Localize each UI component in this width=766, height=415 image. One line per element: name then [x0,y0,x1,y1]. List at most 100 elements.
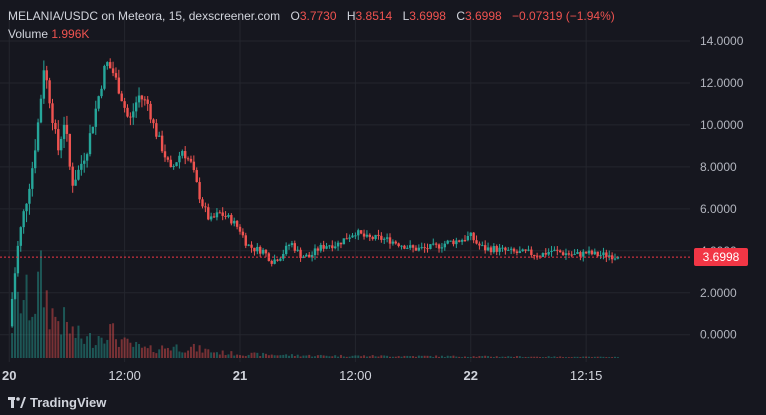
candle-up [446,240,449,244]
volume-bar [553,356,556,358]
volume-bar [429,355,432,358]
volume-bar [28,320,31,358]
candle-down [270,260,273,264]
volume-bar [54,316,57,358]
volume-bar [596,356,599,358]
volume-bar [218,354,221,358]
candle-down [186,158,190,160]
volume-bar [201,352,204,358]
candle-up [547,252,550,255]
candle-down [515,251,519,253]
low-value: 3.6998 [409,9,446,23]
volume-bar [51,308,54,358]
x-tick-label: 12:00 [108,368,141,383]
volume-bar [562,357,565,358]
candle-up [383,238,386,240]
candle-down [584,251,588,254]
volume-bar [325,355,328,358]
candle-down [169,159,172,167]
candle-down [590,250,594,255]
close-label: C [456,9,465,23]
candle-up [587,250,591,254]
volume-bar [389,356,391,358]
volume-bar [270,354,273,358]
volume-bar [192,343,195,358]
volume-bar [507,356,510,358]
volume-legend: Volume 1.996K [8,27,89,41]
x-tick-label: 20 [2,368,16,383]
candle-down [478,243,481,246]
candle-up [518,251,522,253]
candle-down [504,247,507,251]
volume-bar [204,348,207,358]
candle-down [152,119,155,124]
volume-bar [602,356,605,358]
candle-down [535,255,539,257]
volume-bar [236,354,239,358]
volume-bar [106,339,109,358]
volume-bar [487,356,490,358]
candle-up [209,216,213,220]
volume-bar [19,313,22,358]
candle-up [593,251,597,255]
candle-up [582,251,585,257]
candle-down [322,244,325,249]
volume-bar [210,352,213,358]
volume-bar [161,345,164,358]
volume-bar [611,357,614,358]
volume-bar [521,357,524,358]
candle-down [434,243,438,245]
candle-up [273,259,276,264]
volume-bar [432,357,435,358]
candle-up [455,240,458,245]
volume-bar [146,348,149,358]
volume-bar [492,357,495,358]
volume-bar [498,357,501,358]
candle-up [305,254,308,257]
volume-bar [351,355,354,358]
volume-bar [221,350,224,358]
candle-down [192,161,196,171]
candle-up [599,255,602,257]
volume-bar [345,356,348,358]
volume-bar [481,356,484,358]
candle-up [103,65,106,89]
volume-bar [504,356,507,358]
volume-bar [337,356,340,358]
candle-up [94,108,97,127]
volume-bar [614,356,616,358]
volume-bar [357,355,360,358]
volume-bar [129,342,132,358]
candle-up [616,257,620,259]
x-tick-label: 12:15 [570,368,603,383]
volume-bar [475,356,478,358]
volume-bar [80,338,83,358]
volume-bar [547,356,550,358]
candle-up [215,212,219,218]
pair-title: MELANIA/USDC on Meteora, 15, dexscreener… [8,9,281,23]
volume-bar [536,356,539,358]
volume-bar [94,345,97,358]
volume-bar [288,355,291,358]
candle-down [458,240,461,242]
chart-legend: MELANIA/USDC on Meteora, 15, dexscreener… [8,9,615,23]
volume-bar [446,355,449,358]
volume-bar [567,357,570,358]
tradingview-brand[interactable]: TradingView [8,395,106,410]
candle-down [201,199,204,207]
volume-bar [86,336,89,358]
candle-up [613,258,617,260]
candle-up [134,102,138,112]
volume-bar [311,356,314,358]
candle-up [74,179,77,186]
volume-bar [539,357,541,358]
candle-down [596,251,599,257]
candle-up [181,151,184,156]
volume-bar [140,347,143,358]
volume-bar [582,356,585,358]
candle-down [123,101,126,108]
candle-up [39,98,43,123]
candle-up [576,252,579,254]
candle-up [573,253,576,255]
